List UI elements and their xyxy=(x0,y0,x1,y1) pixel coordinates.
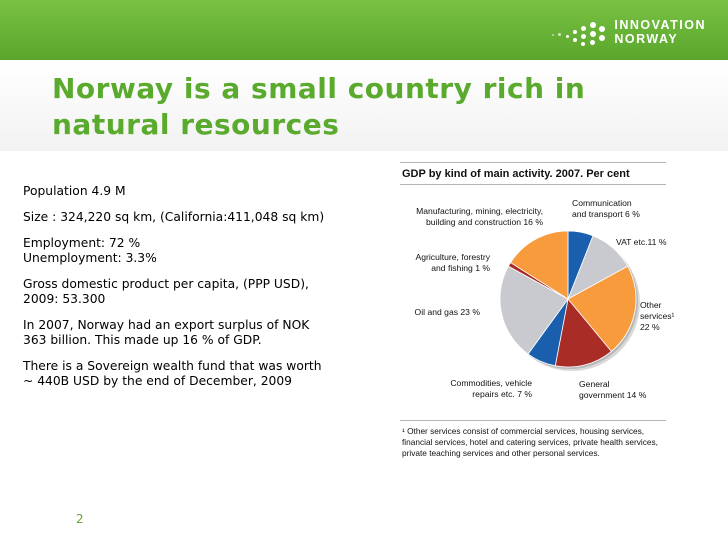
pie-label-manufacturing-mining-electricity-building-and-construction: Manufacturing, mining, electricity, build… xyxy=(416,206,543,227)
pie-slice-other-services xyxy=(567,265,637,352)
logo-line-2: NORWAY xyxy=(614,32,679,46)
chart-top-rule xyxy=(400,162,666,163)
fact-gdp-per-capita: Gross domestic product per capita, (PPP … xyxy=(23,277,388,307)
slide-title-line-1: Norway is a small country rich in xyxy=(52,72,586,105)
pie-label-oil-and-gas: Oil and gas 23 % xyxy=(415,307,481,317)
fact-line: In 2007, Norway had an export surplus of… xyxy=(23,318,310,332)
footnote-line: financial services, hotel and catering s… xyxy=(402,437,658,447)
title-area xyxy=(0,60,728,151)
footnote-line: ¹ Other services consist of commercial s… xyxy=(402,426,645,436)
fact-size: Size : 324,220 sq km, (California:411,04… xyxy=(23,210,388,225)
pie-label-vat-etc: VAT etc.11 % xyxy=(616,237,667,247)
pie-label-general-government: General government 14 % xyxy=(579,379,647,400)
fact-line: Employment: 72 % xyxy=(23,236,141,250)
fact-line: Size : 324,220 sq km, (California:411,04… xyxy=(23,210,325,224)
pie-slice-manufacturing-mining-electricity-building-and-construction xyxy=(510,230,569,300)
fact-line: 2009: 53.300 xyxy=(23,292,106,306)
chart-bottom-rule xyxy=(400,420,666,421)
fact-line: Gross domestic product per capita, (PPP … xyxy=(23,277,309,291)
pie-label-other-services: Other services¹ 22 % xyxy=(640,300,675,332)
pie-label-communication-and-transport: Communication and transport 6 % xyxy=(572,198,640,219)
pie-label-commodities-vehicle-repairs-etc: Commodities, vehicle repairs etc. 7 % xyxy=(450,378,532,399)
logo-line-1: INNOVATION xyxy=(614,18,706,32)
pie-slice-general-government xyxy=(554,298,612,368)
slide-title: Norway is a small country rich in natura… xyxy=(52,71,652,143)
fact-line: There is a Sovereign wealth fund that wa… xyxy=(23,359,322,373)
fact-employment: Employment: 72 % Unemployment: 3.3% xyxy=(23,236,388,266)
chart-title-rule xyxy=(400,184,666,185)
footnote-line: private teaching services and other pers… xyxy=(402,448,600,458)
chart-footnote: ¹ Other services consist of commercial s… xyxy=(402,426,670,459)
pie-label-agriculture-forestry-and-fishing: Agriculture, forestry and fishing 1 % xyxy=(415,252,490,273)
facts-list: Population 4.9 M Size : 324,220 sq km, (… xyxy=(23,184,388,400)
fact-line: Population 4.9 M xyxy=(23,184,126,198)
fact-population: Population 4.9 M xyxy=(23,184,388,199)
page-number: 2 xyxy=(76,512,84,526)
slide-title-line-2: natural resources xyxy=(52,108,340,141)
gdp-chart-panel: GDP by kind of main activity. 2007. Per … xyxy=(398,160,698,470)
fact-export-surplus: In 2007, Norway had an export surplus of… xyxy=(23,318,388,348)
logo-dots-icon xyxy=(548,16,608,48)
logo-text: INNOVATION NORWAY xyxy=(614,18,706,46)
fact-line: 363 billion. This made up 16 % of GDP. xyxy=(23,333,262,347)
fact-wealth-fund: There is a Sovereign wealth fund that wa… xyxy=(23,359,388,389)
gdp-pie-chart: Communication and transport 6 % VAT etc.11… xyxy=(415,198,675,400)
innovation-norway-logo: INNOVATION NORWAY xyxy=(548,16,706,48)
fact-line: Unemployment: 3.3% xyxy=(23,251,157,265)
fact-line: ~ 440B USD by the end of December, 2009 xyxy=(23,374,293,388)
header-band: INNOVATION NORWAY xyxy=(0,0,728,60)
pie-slice-oil-and-gas xyxy=(499,265,569,355)
chart-title: GDP by kind of main activity. 2007. Per … xyxy=(402,168,630,180)
